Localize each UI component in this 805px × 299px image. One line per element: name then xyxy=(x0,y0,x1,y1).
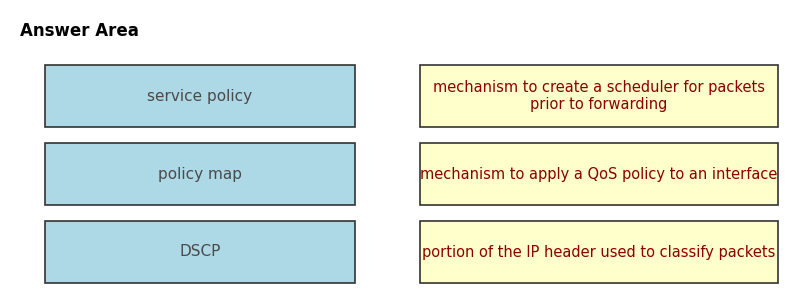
Text: policy map: policy map xyxy=(158,167,242,181)
Bar xyxy=(45,221,355,283)
Text: mechanism to create a scheduler for packets
prior to forwarding: mechanism to create a scheduler for pack… xyxy=(433,80,765,112)
Text: DSCP: DSCP xyxy=(180,245,221,260)
Text: portion of the IP header used to classify packets: portion of the IP header used to classif… xyxy=(423,245,776,260)
Bar xyxy=(420,221,778,283)
Bar xyxy=(45,65,355,127)
Bar xyxy=(420,143,778,205)
Bar xyxy=(420,65,778,127)
Bar xyxy=(45,143,355,205)
Text: Answer Area: Answer Area xyxy=(20,22,139,40)
Text: service policy: service policy xyxy=(147,89,253,103)
Text: mechanism to apply a QoS policy to an interface: mechanism to apply a QoS policy to an in… xyxy=(420,167,778,181)
